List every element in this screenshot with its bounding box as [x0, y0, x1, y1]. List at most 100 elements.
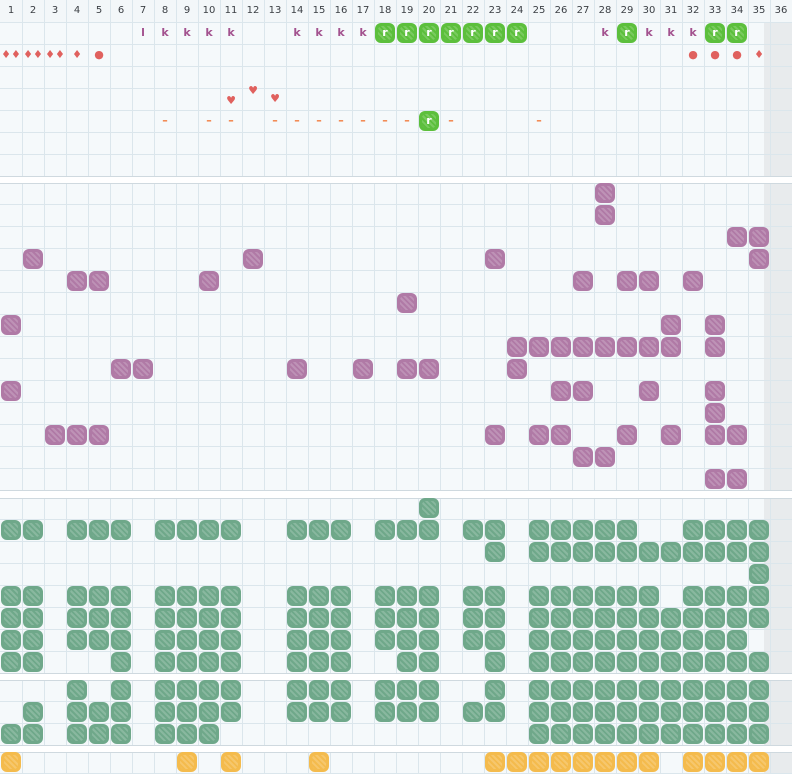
green-tile[interactable]: [617, 630, 637, 650]
green-tile[interactable]: [573, 542, 593, 562]
green-tile[interactable]: [331, 608, 351, 628]
heart-icon[interactable]: ♥: [248, 84, 258, 97]
orange-tile[interactable]: [1, 752, 21, 772]
lime-tile[interactable]: [727, 23, 747, 43]
green-tile[interactable]: [419, 608, 439, 628]
purple-tile[interactable]: [67, 425, 87, 445]
purple-tile[interactable]: [661, 337, 681, 357]
purple-tile[interactable]: [595, 337, 615, 357]
green-tile[interactable]: [89, 586, 109, 606]
green-tile[interactable]: [67, 702, 87, 722]
green-tile[interactable]: [727, 520, 747, 540]
green-tile[interactable]: [23, 520, 43, 540]
green-tile[interactable]: [705, 520, 725, 540]
green-tile[interactable]: [89, 702, 109, 722]
k-marker-icon[interactable]: k: [645, 26, 653, 39]
green-tile[interactable]: [617, 520, 637, 540]
dash-marker-icon[interactable]: –: [294, 114, 300, 127]
purple-tile[interactable]: [243, 249, 263, 269]
purple-tile[interactable]: [67, 271, 87, 291]
orange-tile[interactable]: [177, 752, 197, 772]
green-tile[interactable]: [155, 608, 175, 628]
orange-tile[interactable]: [683, 752, 703, 772]
green-tile[interactable]: [551, 702, 571, 722]
dash-marker-icon[interactable]: –: [382, 114, 388, 127]
dash-marker-icon[interactable]: –: [272, 114, 278, 127]
green-tile[interactable]: [221, 586, 241, 606]
purple-tile[interactable]: [133, 359, 153, 379]
green-tile[interactable]: [595, 520, 615, 540]
green-tile[interactable]: [683, 586, 703, 606]
green-tile[interactable]: [111, 586, 131, 606]
green-tile[interactable]: [661, 630, 681, 650]
heart-icon[interactable]: ♥: [270, 92, 280, 105]
orange-tile[interactable]: [485, 752, 505, 772]
green-tile[interactable]: [529, 702, 549, 722]
green-tile[interactable]: [661, 542, 681, 562]
green-tile[interactable]: [727, 586, 747, 606]
green-tile[interactable]: [485, 630, 505, 650]
green-tile[interactable]: [111, 520, 131, 540]
green-tile[interactable]: [221, 680, 241, 700]
dash-marker-icon[interactable]: –: [404, 114, 410, 127]
green-tile[interactable]: [727, 680, 747, 700]
k-marker-icon[interactable]: k: [315, 26, 323, 39]
purple-tile[interactable]: [595, 183, 615, 203]
green-tile[interactable]: [683, 724, 703, 744]
green-tile[interactable]: [67, 608, 87, 628]
purple-tile[interactable]: [749, 249, 769, 269]
green-tile[interactable]: [1, 630, 21, 650]
green-tile[interactable]: [177, 724, 197, 744]
purple-tile[interactable]: [727, 469, 747, 489]
green-tile[interactable]: [287, 702, 307, 722]
green-tile[interactable]: [111, 724, 131, 744]
green-tile[interactable]: [375, 608, 395, 628]
green-tile[interactable]: [177, 652, 197, 672]
green-tile[interactable]: [617, 586, 637, 606]
green-tile[interactable]: [639, 702, 659, 722]
green-tile[interactable]: [419, 586, 439, 606]
green-tile[interactable]: [551, 520, 571, 540]
green-tile[interactable]: [749, 564, 769, 584]
purple-tile[interactable]: [419, 359, 439, 379]
green-tile[interactable]: [331, 630, 351, 650]
green-tile[interactable]: [705, 652, 725, 672]
purple-tile[interactable]: [617, 337, 637, 357]
orange-tile[interactable]: [617, 752, 637, 772]
green-tile[interactable]: [661, 680, 681, 700]
green-tile[interactable]: [463, 520, 483, 540]
orange-tile[interactable]: [551, 752, 571, 772]
purple-tile[interactable]: [683, 271, 703, 291]
green-tile[interactable]: [419, 652, 439, 672]
red-marker-icon[interactable]: ●: [94, 48, 104, 61]
purple-tile[interactable]: [705, 337, 725, 357]
green-tile[interactable]: [639, 586, 659, 606]
green-tile[interactable]: [397, 630, 417, 650]
purple-tile[interactable]: [705, 469, 725, 489]
green-tile[interactable]: [749, 542, 769, 562]
red-marker-icon[interactable]: ♦♦: [23, 48, 43, 61]
purple-tile[interactable]: [353, 359, 373, 379]
purple-tile[interactable]: [507, 359, 527, 379]
green-tile[interactable]: [419, 498, 439, 518]
green-tile[interactable]: [397, 586, 417, 606]
red-marker-icon[interactable]: ●: [732, 48, 742, 61]
green-tile[interactable]: [595, 608, 615, 628]
lime-tile[interactable]: [463, 23, 483, 43]
lime-tile[interactable]: [419, 111, 439, 131]
green-tile[interactable]: [155, 680, 175, 700]
lime-tile[interactable]: [419, 23, 439, 43]
green-tile[interactable]: [485, 652, 505, 672]
green-tile[interactable]: [309, 630, 329, 650]
purple-tile[interactable]: [89, 425, 109, 445]
green-tile[interactable]: [573, 652, 593, 672]
green-tile[interactable]: [551, 630, 571, 650]
green-tile[interactable]: [375, 680, 395, 700]
green-tile[interactable]: [463, 702, 483, 722]
purple-tile[interactable]: [705, 425, 725, 445]
dash-marker-icon[interactable]: –: [536, 114, 542, 127]
green-tile[interactable]: [529, 680, 549, 700]
orange-tile[interactable]: [639, 752, 659, 772]
green-tile[interactable]: [529, 652, 549, 672]
green-tile[interactable]: [727, 724, 747, 744]
